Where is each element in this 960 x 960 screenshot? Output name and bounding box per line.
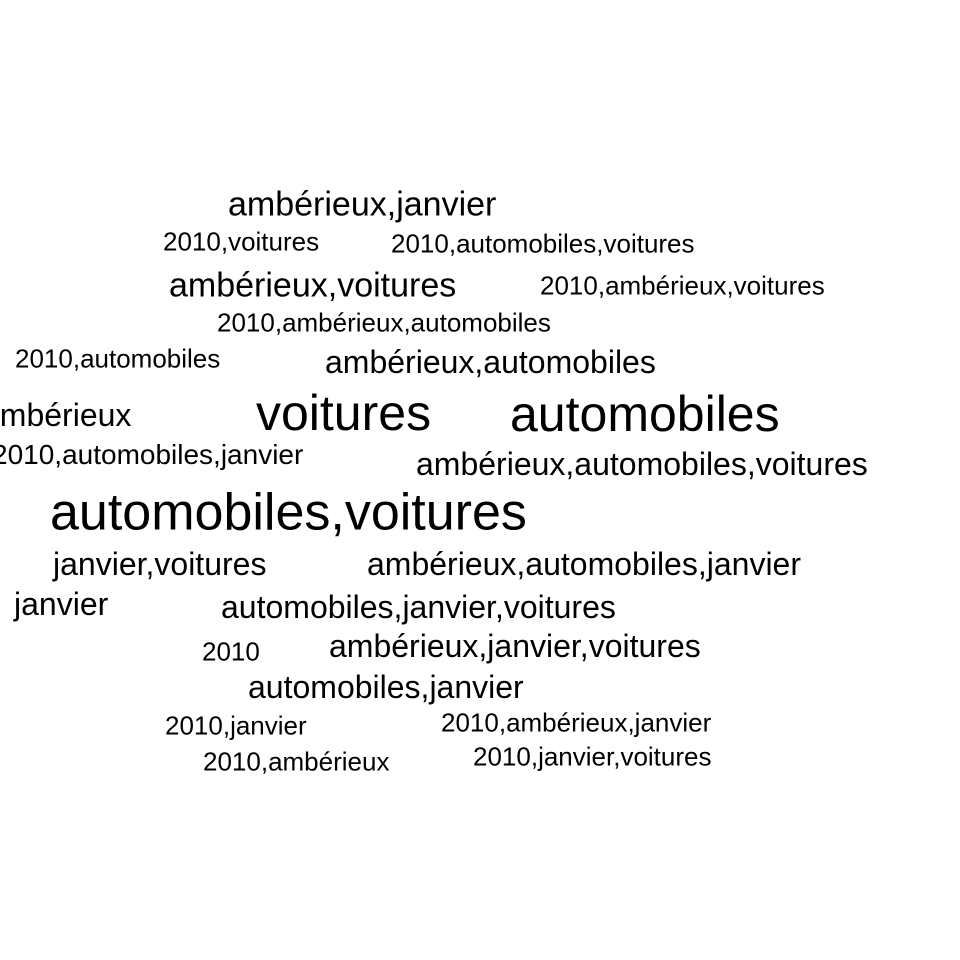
word-amberieux-janvier: ambérieux,janvier xyxy=(228,185,497,224)
word-janvier: janvier xyxy=(14,586,109,623)
word-amberieux-automobiles-voitures: ambérieux,automobiles,voitures xyxy=(416,446,868,483)
word-automobiles-janvier: automobiles,janvier xyxy=(248,669,524,706)
word-amberieux-janvier-voitures: ambérieux,janvier,voitures xyxy=(329,628,701,665)
word-2010-janvier: 2010,janvier xyxy=(165,710,307,741)
word-amberieux: ambérieux xyxy=(0,397,132,434)
word-2010-automobiles: 2010,automobiles xyxy=(15,343,221,374)
word-automobiles-voitures: automobiles,voitures xyxy=(50,483,527,542)
word-2010-amberieux-janvier: 2010,ambérieux,janvier xyxy=(441,707,712,738)
word-2010-amberieux-voitures: 2010,ambérieux,voitures xyxy=(540,270,825,301)
word-2010-amberieux-automobiles: 2010,ambérieux,automobiles xyxy=(217,307,551,338)
word-2010-janvier-voitures: 2010,janvier,voitures xyxy=(473,741,712,772)
word-amberieux-voitures: ambérieux,voitures xyxy=(169,266,457,305)
word-voitures: voitures xyxy=(256,385,432,441)
word-2010-amberieux: 2010,ambérieux xyxy=(203,746,390,777)
word-amberieux-automobiles: ambérieux,automobiles xyxy=(325,344,656,381)
word-2010-automobiles-voitures: 2010,automobiles,voitures xyxy=(391,228,695,259)
word-2010-automobiles-janvier: 2010,automobiles,janvier xyxy=(0,439,304,471)
word-amberieux-automobiles-janvier: ambérieux,automobiles,janvier xyxy=(367,546,801,583)
word-automobiles: automobiles xyxy=(510,386,780,442)
word-2010: 2010 xyxy=(202,636,260,667)
word-janvier-voitures: janvier,voitures xyxy=(53,546,267,583)
word-automobiles-janvier-voitures: automobiles,janvier,voitures xyxy=(221,589,616,626)
word-2010-voitures: 2010,voitures xyxy=(163,226,320,257)
